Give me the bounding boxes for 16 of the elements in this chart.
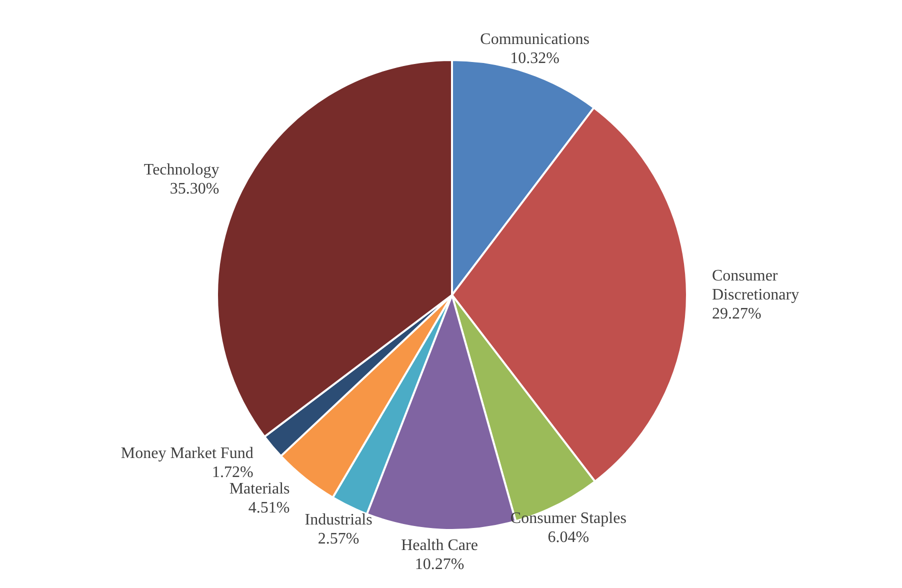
slice-label: Technology bbox=[144, 162, 220, 179]
slice-label: Communications bbox=[480, 31, 590, 48]
slice-label: Consumer Staples bbox=[510, 510, 626, 527]
data-label: 29.27% bbox=[712, 305, 762, 322]
data-label: 10.32% bbox=[510, 50, 560, 68]
slice-label: Consumer Discretionary bbox=[712, 267, 800, 304]
data-label: 4.51% bbox=[248, 500, 290, 517]
data-label: 1.72% bbox=[212, 464, 254, 482]
data-label: 35.30% bbox=[170, 180, 220, 198]
data-label: 10.27% bbox=[414, 556, 464, 574]
slice-label: Health Care bbox=[401, 537, 478, 554]
data-label: 2.57% bbox=[318, 530, 360, 548]
slice-label: Industrials bbox=[304, 511, 372, 528]
slice-label: Money Market Fund bbox=[120, 445, 254, 462]
data-label: 6.04% bbox=[548, 528, 590, 546]
slice-label: Materials bbox=[229, 480, 290, 498]
